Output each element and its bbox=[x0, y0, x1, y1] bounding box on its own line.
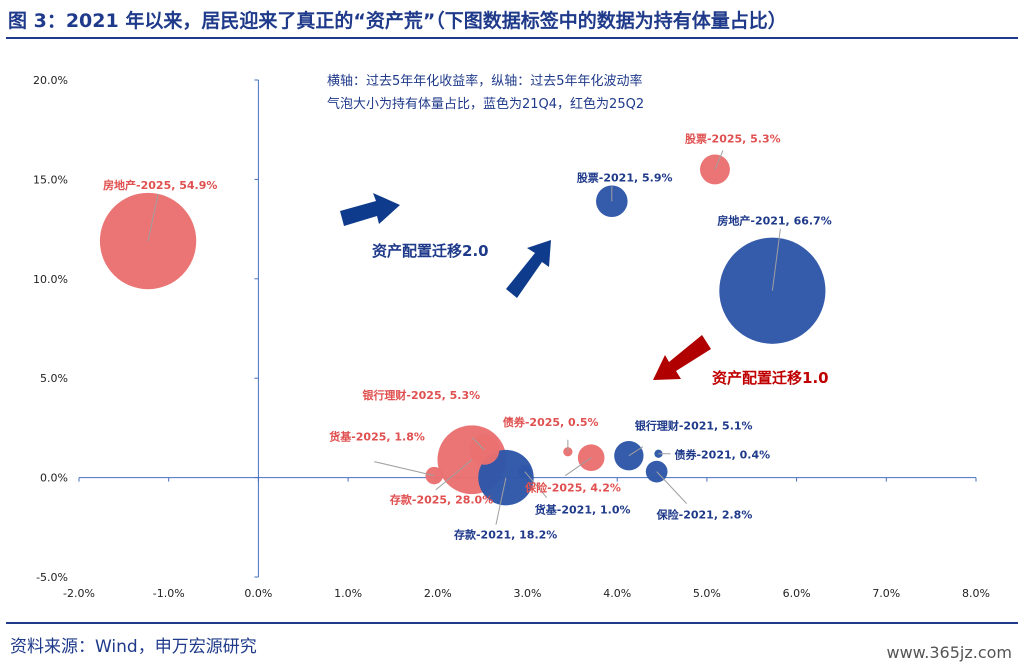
x-tick-label: -2.0% bbox=[63, 587, 95, 600]
migration1-arrow-icon bbox=[653, 335, 711, 380]
leader-line bbox=[656, 471, 688, 504]
migration1-label: 资产配置迁移1.0 bbox=[712, 369, 829, 387]
bubble-label: 房地产-2025, 54.9% bbox=[103, 178, 217, 192]
x-tick-label: 0.0% bbox=[244, 587, 272, 600]
migration2-arrow-right-icon bbox=[340, 193, 400, 226]
bubble-chart: -2.0% -1.0% 0.0% 1.0% 2.0% 3.0% 4.0% 5.0% 6.0% 7.… bbox=[33, 73, 990, 600]
bubble-label: 保险-2025, 4.2% bbox=[524, 481, 621, 495]
migration2-arrow-up-icon bbox=[506, 240, 551, 298]
leader-line bbox=[472, 437, 485, 451]
leader-line bbox=[771, 228, 781, 291]
bubble-label: 股票-2021, 5.9% bbox=[577, 171, 673, 184]
source-divider bbox=[6, 622, 1018, 624]
leader-line bbox=[628, 446, 644, 457]
bubble-label: 银行理财-2021, 5.1% bbox=[635, 419, 753, 433]
bubble-label: 保险-2021, 2.8% bbox=[656, 508, 753, 522]
leader-line bbox=[374, 461, 435, 477]
bubble-note: 气泡大小为持有体量占比，蓝色为21Q4，红色为25Q2 bbox=[327, 96, 644, 112]
figure-title: 图 3：2021 年以来，居民迎来了真正的“资产荒”（下图数据标签中的数据为持有… bbox=[8, 10, 787, 32]
y-tick-label: 5.0% bbox=[40, 372, 68, 385]
leader-line bbox=[564, 457, 592, 477]
bubble-label: 存款-2021, 18.2% bbox=[454, 528, 557, 542]
y-tick-label: 0.0% bbox=[40, 472, 68, 485]
y-tick-label: 10.0% bbox=[33, 273, 68, 286]
y-tick-label: 15.0% bbox=[33, 173, 68, 186]
x-tick-label: 8.0% bbox=[962, 587, 990, 600]
bubble-label: 债券-2025, 0.5% bbox=[503, 415, 599, 429]
x-tick-label: 7.0% bbox=[872, 587, 900, 600]
x-tick-label: 1.0% bbox=[334, 587, 362, 600]
bubble-label: 存款-2025, 28.0% bbox=[390, 493, 493, 507]
leader-line bbox=[435, 459, 473, 491]
bubble-label: 银行理财-2025, 5.3% bbox=[362, 388, 480, 402]
axes-layer: -2.0% -1.0% 0.0% 1.0% 2.0% 3.0% 4.0% 5.0% 6.0% 7.… bbox=[33, 74, 990, 600]
leader-line bbox=[495, 477, 507, 525]
bubble-label: 货基-2025, 1.8% bbox=[328, 430, 425, 444]
x-tick-label: 6.0% bbox=[783, 587, 811, 600]
migration2-label: 资产配置迁移2.0 bbox=[372, 242, 489, 260]
leader-line-layer bbox=[147, 150, 781, 525]
title-divider bbox=[6, 37, 1018, 39]
source-note: 资料来源：Wind，申万宏源研究 bbox=[10, 637, 257, 657]
x-tick-label: -1.0% bbox=[153, 587, 185, 600]
x-tick-label: 5.0% bbox=[693, 587, 721, 600]
leader-line bbox=[714, 150, 724, 170]
bubble-label: 债券-2021, 0.4% bbox=[674, 448, 770, 462]
x-tick-label: 3.0% bbox=[514, 587, 542, 600]
x-tick-label: 4.0% bbox=[603, 587, 631, 600]
bubble-label-layer: 房地产-2021, 66.7% 房地产-2025, 54.9% 存款-2025, 2… bbox=[103, 132, 832, 541]
bubble-label: 货基-2021, 1.0% bbox=[534, 503, 631, 517]
leader-line bbox=[147, 193, 159, 242]
bubble bbox=[577, 444, 605, 472]
bubble-label: 房地产-2021, 66.7% bbox=[717, 214, 831, 228]
y-tick-label: 20.0% bbox=[33, 74, 68, 87]
leader-line bbox=[524, 471, 548, 498]
axis-note: 横轴：过去5年年化收益率，纵轴：过去5年年化波动率 bbox=[327, 73, 643, 89]
y-tick-label: -5.0% bbox=[36, 571, 68, 584]
watermark: www.365jz.com bbox=[884, 643, 1014, 662]
x-tick-label: 2.0% bbox=[424, 587, 452, 600]
bubble-label: 股票-2025, 5.3% bbox=[685, 132, 781, 145]
